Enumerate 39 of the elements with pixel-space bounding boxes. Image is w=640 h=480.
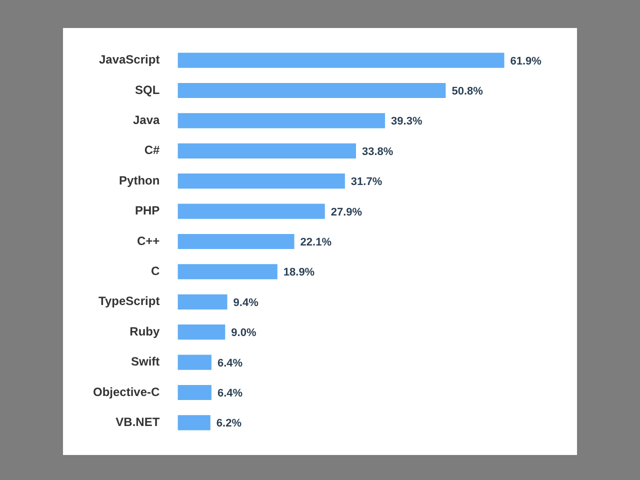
y-tick-label: Objective-C <box>93 384 160 399</box>
y-tick-label: VB.NET <box>116 415 160 430</box>
bar <box>178 415 210 430</box>
data-label: 61.9% <box>510 55 542 68</box>
bar <box>178 324 226 340</box>
bar <box>178 234 294 250</box>
bar <box>178 82 446 98</box>
y-tick-label: TypeScript <box>98 294 160 308</box>
y-tick-label: Ruby <box>130 324 160 338</box>
y-tick-label: PHP <box>135 204 160 218</box>
bar <box>178 204 325 219</box>
y-tick-label: C# <box>144 143 160 158</box>
data-label: 27.9% <box>330 206 362 218</box>
y-tick-label: C++ <box>137 234 160 248</box>
bar <box>178 52 504 68</box>
data-label: 9.0% <box>231 327 256 340</box>
data-label: 6.2% <box>216 418 242 430</box>
y-tick-label: Python <box>119 173 160 188</box>
bar <box>178 174 345 189</box>
data-label: 33.8% <box>362 146 394 158</box>
bar <box>178 294 228 310</box>
bar <box>178 384 212 400</box>
data-label: 6.4% <box>217 357 243 370</box>
y-tick-label: JavaScript <box>98 52 160 67</box>
bar <box>178 354 212 370</box>
data-label: 22.1% <box>300 236 332 249</box>
y-tick-label: SQL <box>135 82 160 97</box>
data-label: 39.3% <box>391 116 422 128</box>
bar <box>178 143 356 158</box>
data-label: 9.4% <box>233 296 259 309</box>
bar <box>178 113 386 128</box>
y-tick-label: Java <box>132 113 160 128</box>
y-tick-label: C <box>151 264 160 278</box>
y-tick-label: Swift <box>131 354 160 369</box>
bar <box>178 264 278 280</box>
data-label: 18.9% <box>283 266 315 279</box>
data-label: 31.7% <box>350 176 382 188</box>
data-label: 6.4% <box>217 388 243 400</box>
data-label: 50.8% <box>452 86 484 98</box>
